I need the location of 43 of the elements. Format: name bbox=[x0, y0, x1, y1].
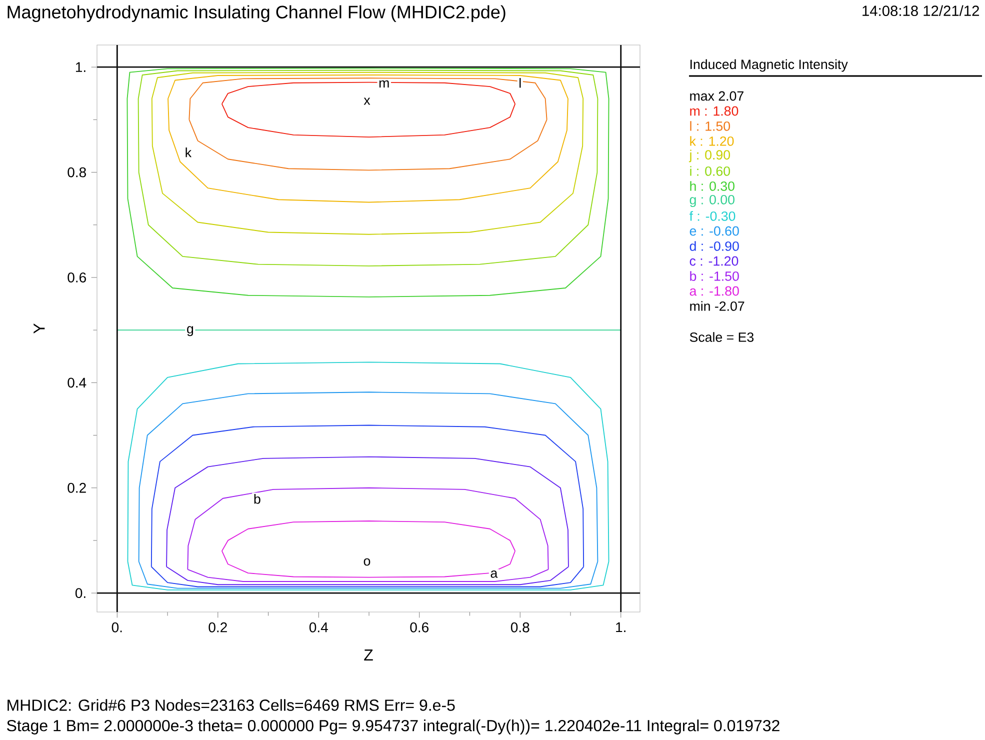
y-tick-label: 0.6 bbox=[68, 272, 86, 282]
text: MHDIC2: Grid#6 P3 Nodes=23163 Cells=6469 RMS Err= 9.e-5 bbox=[8, 699, 455, 711]
y-axis-title: Y bbox=[34, 324, 45, 334]
y-tick-label: 0. bbox=[75, 588, 86, 598]
annotation: o bbox=[364, 558, 370, 566]
annotation: x bbox=[364, 98, 370, 105]
text: b : -1.50 bbox=[690, 271, 739, 281]
annotation: g bbox=[187, 326, 194, 336]
text: Scale = E3 bbox=[690, 332, 754, 342]
annotation: a bbox=[490, 570, 498, 578]
chart-title: Magnetohydrodynamic Insulating Channel Flow (MHDIC2.pde) bbox=[8, 5, 506, 22]
x-tick-label: 0.8 bbox=[510, 622, 530, 632]
text: g : 0.00 bbox=[690, 194, 734, 208]
text: m : 1.80 bbox=[690, 106, 738, 116]
text: 14:08:18 12/21/12 bbox=[862, 5, 979, 16]
y-tick-label: 0.2 bbox=[68, 482, 86, 493]
text: Stage 1 Bm= 2.000000e-3 theta= 0.000000 Pg= 9.954737 integral(-Dy(h))= 1.220402e-11 Integral= 0.019732 bbox=[7, 720, 780, 734]
x-tick-label: 0.2 bbox=[208, 622, 227, 632]
text: k : 1.20 bbox=[690, 136, 734, 146]
x-axis-title: Z bbox=[364, 649, 373, 660]
annotation: l bbox=[520, 78, 521, 88]
text: min -2.07 bbox=[690, 301, 744, 311]
text: l : 1.50 bbox=[690, 121, 730, 131]
x-tick-label: 0. bbox=[112, 622, 122, 632]
text: j : 0.90 bbox=[688, 150, 730, 162]
text: c : -1.20 bbox=[690, 256, 738, 266]
y-tick-label: 0.8 bbox=[68, 167, 86, 178]
text: max 2.07 bbox=[690, 91, 744, 101]
x-tick-label: 0.6 bbox=[410, 622, 428, 632]
text: d : -0.90 bbox=[690, 241, 739, 251]
text: h : 0.30 bbox=[690, 181, 734, 191]
annotation: k bbox=[186, 147, 192, 158]
text: i : 0.60 bbox=[690, 166, 730, 176]
text: e : -0.60 bbox=[690, 226, 739, 236]
annotation: m bbox=[379, 80, 389, 88]
text: a : -1.80 bbox=[690, 286, 739, 296]
text: f : -0.30 bbox=[689, 211, 736, 221]
x-tick-label: 1. bbox=[616, 622, 626, 632]
y-tick-label: 1. bbox=[76, 62, 86, 72]
x-tick-label: 0.4 bbox=[309, 622, 328, 632]
annotation: b bbox=[254, 494, 260, 504]
y-tick-label: 0.4 bbox=[68, 378, 86, 388]
legend-title: Induced Magnetic Intensity bbox=[690, 59, 848, 72]
